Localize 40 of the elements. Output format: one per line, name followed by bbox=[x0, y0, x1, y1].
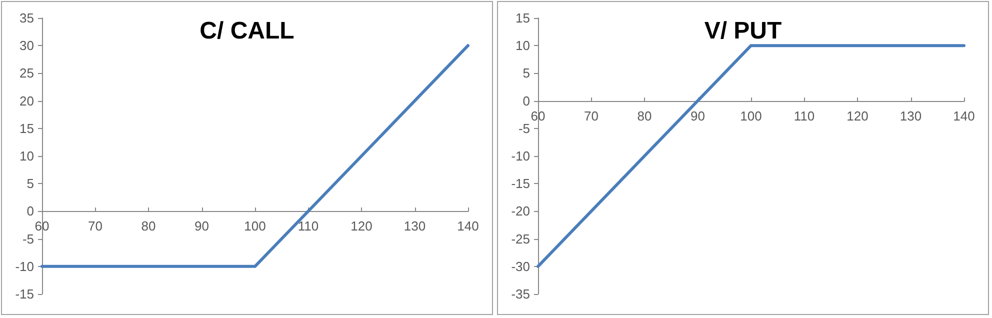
chart-title: C/ CALL bbox=[200, 18, 294, 44]
x-tick-label: 80 bbox=[637, 108, 652, 124]
y-tick-label: 20 bbox=[20, 93, 34, 108]
x-tick-label: 120 bbox=[350, 218, 372, 234]
y-tick-label: 25 bbox=[20, 66, 34, 81]
y-tick-label: 10 bbox=[516, 38, 530, 54]
x-tick-label: 70 bbox=[88, 218, 102, 234]
y-tick-label: 5 bbox=[522, 66, 530, 81]
y-tick-label: 0 bbox=[26, 204, 34, 219]
x-tick-label: 140 bbox=[457, 218, 479, 234]
x-tick-label: 110 bbox=[794, 108, 815, 124]
x-tick-label: 90 bbox=[690, 108, 705, 124]
y-tick-label: -20 bbox=[511, 204, 530, 219]
x-tick-label: 100 bbox=[740, 108, 762, 124]
y-tick-label: -5 bbox=[518, 120, 530, 136]
y-tick-label: 5 bbox=[26, 176, 34, 192]
x-tick-label: 130 bbox=[404, 218, 426, 234]
y-tick-label: -15 bbox=[511, 176, 530, 192]
y-tick-label: -5 bbox=[22, 231, 34, 246]
y-tick-label: -30 bbox=[511, 258, 530, 274]
y-tick-label: 15 bbox=[20, 120, 34, 136]
y-tick-label: 0 bbox=[522, 93, 530, 108]
y-tick-label: 10 bbox=[20, 148, 34, 164]
y-tick-label: -15 bbox=[15, 286, 34, 302]
y-tick-label: 30 bbox=[20, 38, 34, 54]
y-tick-label: -25 bbox=[511, 231, 530, 246]
y-tick-label: -10 bbox=[511, 148, 530, 164]
x-tick-label: 100 bbox=[244, 218, 266, 234]
y-tick-label: -10 bbox=[15, 258, 34, 274]
x-tick-label: 120 bbox=[846, 108, 868, 124]
x-tick-label: 80 bbox=[141, 218, 156, 234]
chart-title: V/ PUT bbox=[704, 18, 782, 44]
y-tick-label: 15 bbox=[516, 10, 530, 26]
x-tick-label: 140 bbox=[953, 108, 975, 124]
y-tick-label: 35 bbox=[20, 10, 34, 26]
x-tick-label: 110 bbox=[298, 218, 319, 234]
x-tick-label: 90 bbox=[194, 218, 209, 234]
x-tick-label: 70 bbox=[584, 108, 598, 124]
x-tick-label: 130 bbox=[900, 108, 922, 124]
y-tick-label: -35 bbox=[511, 286, 530, 302]
